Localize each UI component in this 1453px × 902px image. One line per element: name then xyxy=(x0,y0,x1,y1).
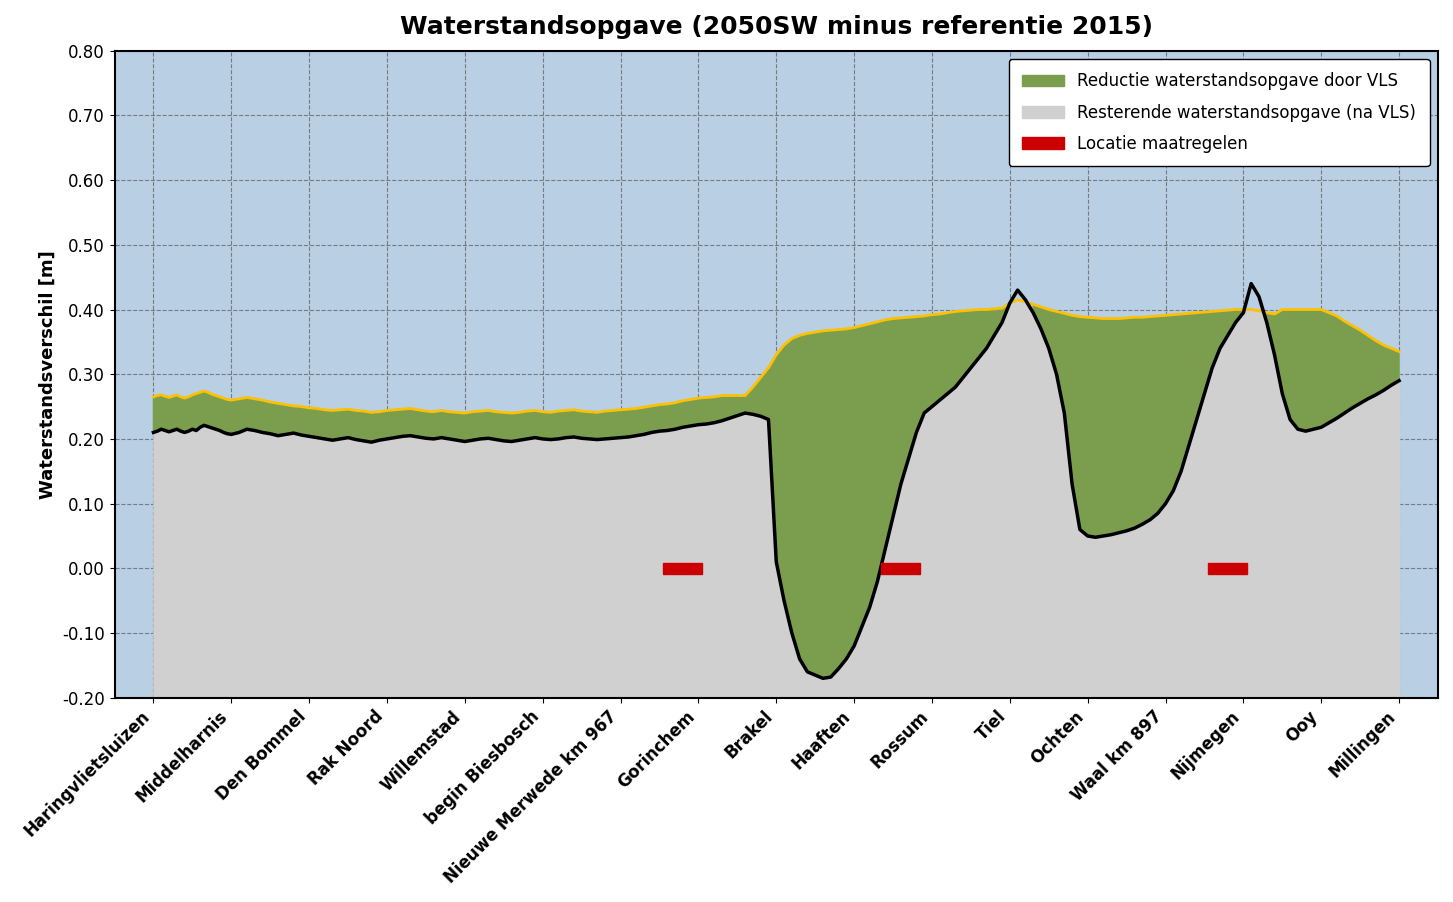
Title: Waterstandsopgave (2050SW minus referentie 2015): Waterstandsopgave (2050SW minus referent… xyxy=(400,15,1152,39)
Bar xyxy=(882,563,920,574)
Bar xyxy=(664,563,702,574)
Legend: Reductie waterstandsopgave door VLS, Resterende waterstandsopgave (na VLS), Loca: Reductie waterstandsopgave door VLS, Res… xyxy=(1010,59,1430,166)
Y-axis label: Waterstandsverschil [m]: Waterstandsverschil [m] xyxy=(39,250,57,499)
Bar xyxy=(1209,563,1247,574)
